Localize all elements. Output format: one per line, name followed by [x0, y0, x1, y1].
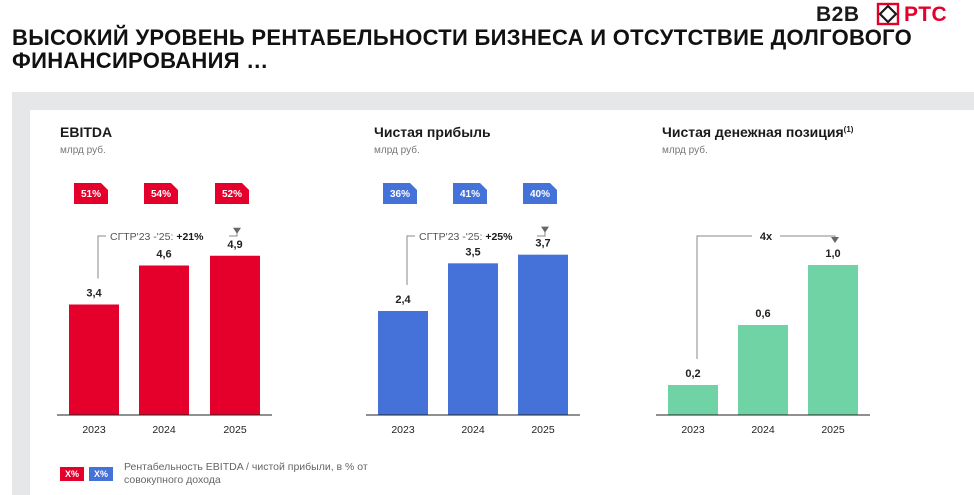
- logo-diamond-icon: [876, 2, 900, 26]
- logo-b2b-text: B2B: [816, 3, 860, 26]
- charts-panel: [12, 92, 974, 495]
- logo-rts-text: РТС: [904, 3, 948, 26]
- page-title: ВЫСОКИЙ УРОВЕНЬ РЕНТАБЕЛЬНОСТИ БИЗНЕСА И…: [12, 25, 912, 73]
- legend-text: Рентабельность EBITDA / чистой прибыли, …: [124, 461, 368, 486]
- legend-badge-ebitda: X%: [60, 467, 84, 481]
- company-logo: B2B РТС: [816, 0, 962, 28]
- legend-badge-net-profit: X%: [89, 467, 113, 481]
